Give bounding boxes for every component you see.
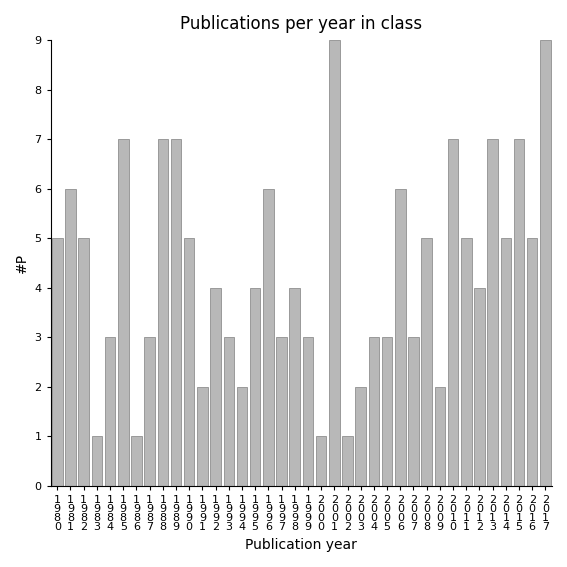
Bar bbox=[461, 238, 472, 486]
Bar bbox=[236, 387, 247, 486]
Title: Publications per year in class: Publications per year in class bbox=[180, 15, 422, 33]
Bar bbox=[250, 287, 260, 486]
Bar bbox=[131, 436, 142, 486]
Bar bbox=[421, 238, 432, 486]
Bar bbox=[514, 139, 524, 486]
Bar bbox=[223, 337, 234, 486]
Bar bbox=[210, 287, 221, 486]
Bar bbox=[382, 337, 392, 486]
Bar bbox=[105, 337, 115, 486]
Bar bbox=[408, 337, 419, 486]
Bar bbox=[448, 139, 458, 486]
Y-axis label: #P: #P bbox=[15, 253, 29, 273]
Bar bbox=[395, 189, 405, 486]
Bar bbox=[171, 139, 181, 486]
Bar bbox=[197, 387, 208, 486]
Bar bbox=[145, 337, 155, 486]
Bar bbox=[303, 337, 313, 486]
Bar bbox=[329, 40, 340, 486]
Bar bbox=[540, 40, 551, 486]
Bar bbox=[369, 337, 379, 486]
Bar bbox=[316, 436, 327, 486]
Bar bbox=[356, 387, 366, 486]
X-axis label: Publication year: Publication year bbox=[246, 538, 357, 552]
Bar bbox=[527, 238, 538, 486]
Bar bbox=[118, 139, 129, 486]
Bar bbox=[78, 238, 89, 486]
Bar bbox=[65, 189, 76, 486]
Bar bbox=[92, 436, 102, 486]
Bar bbox=[290, 287, 300, 486]
Bar bbox=[52, 238, 62, 486]
Bar bbox=[488, 139, 498, 486]
Bar bbox=[434, 387, 445, 486]
Bar bbox=[158, 139, 168, 486]
Bar bbox=[474, 287, 485, 486]
Bar bbox=[342, 436, 353, 486]
Bar bbox=[263, 189, 274, 486]
Bar bbox=[276, 337, 287, 486]
Bar bbox=[184, 238, 194, 486]
Bar bbox=[501, 238, 511, 486]
